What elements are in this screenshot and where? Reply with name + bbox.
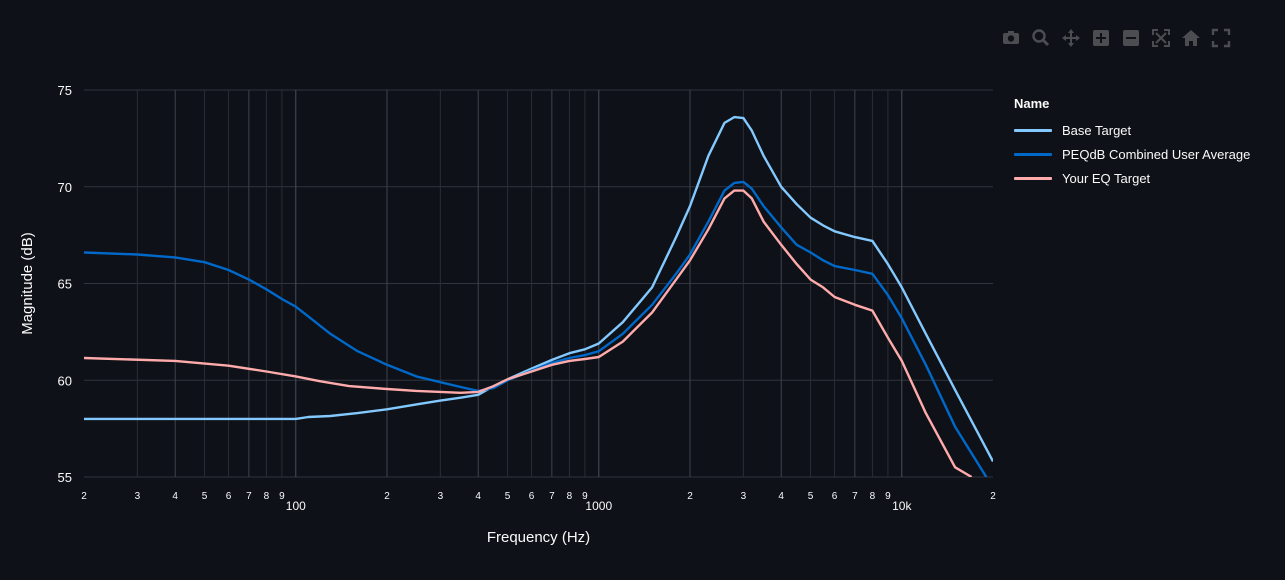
zoom-in-icon — [1093, 30, 1109, 46]
x-minor-tick-label: 2 — [81, 491, 87, 502]
x-minor-tick-label: 5 — [505, 491, 511, 502]
x-minor-tick-label: 3 — [438, 491, 444, 502]
legend-item[interactable]: Your EQ Target — [1014, 166, 1250, 190]
series-line-1[interactable] — [84, 115, 993, 463]
zoom-icon — [1032, 29, 1050, 47]
x-minor-tick-label: 7 — [852, 491, 858, 502]
x-major-tick-label: 10k — [892, 499, 912, 513]
camera-icon — [1003, 31, 1019, 44]
x-minor-tick-label: 8 — [567, 491, 573, 502]
x-minor-tick-label: 7 — [549, 491, 555, 502]
series-line-2[interactable] — [84, 180, 988, 477]
x-minor-tick-label: 4 — [778, 491, 784, 502]
x-minor-tick-label: 7 — [246, 491, 252, 502]
legend-label: Base Target — [1062, 122, 1132, 138]
legend-title: Name — [1014, 96, 1050, 111]
x-major-tick-label: 100 — [286, 499, 306, 513]
pan-button[interactable] — [1056, 26, 1086, 50]
fullscreen-icon — [1211, 28, 1231, 48]
x-minor-tick-label: 9 — [885, 491, 891, 502]
home-icon — [1182, 30, 1200, 46]
y-tick-label: 75 — [58, 83, 72, 98]
y-tick-label: 65 — [58, 277, 72, 292]
pan-icon — [1062, 29, 1080, 47]
x-minor-tick-label: 6 — [226, 491, 232, 502]
zoom-out-button[interactable] — [1116, 26, 1146, 50]
legend-label: PEQdB Combined User Average — [1062, 146, 1251, 162]
x-minor-tick-label: 4 — [475, 491, 481, 502]
x-minor-tick-label: 2 — [384, 491, 390, 502]
zoom-button[interactable] — [1026, 26, 1056, 50]
legend-swatch — [1014, 176, 1052, 180]
y-tick-label: 55 — [58, 470, 72, 485]
x-minor-tick-label: 2 — [990, 491, 996, 502]
x-minor-tick-label: 4 — [172, 491, 178, 502]
modebar — [996, 26, 1236, 50]
y-axis-title: Magnitude (dB) — [19, 232, 36, 335]
autoscale-button[interactable] — [1146, 26, 1176, 50]
legend-label: Your EQ Target — [1062, 170, 1151, 186]
legend: Name Base Target PEQdB Combined User Aver… — [1014, 96, 1250, 190]
legend-item[interactable]: Base Target — [1014, 118, 1250, 142]
x-minor-tick-label: 9 — [279, 491, 285, 502]
reset-axes-button[interactable] — [1176, 26, 1206, 50]
y-tick-label: 70 — [58, 180, 72, 195]
y-tick-label: 60 — [58, 373, 72, 388]
x-minor-tick-label: 2 — [687, 491, 693, 502]
x-minor-tick-label: 8 — [870, 491, 876, 502]
x-minor-tick-label: 6 — [529, 491, 535, 502]
x-major-tick-label: 1000 — [585, 499, 612, 513]
legend-item[interactable]: PEQdB Combined User Average — [1014, 142, 1250, 166]
legend-swatch — [1014, 128, 1052, 132]
fullscreen-button[interactable] — [1206, 26, 1236, 50]
x-axis-title: Frequency (Hz) — [487, 529, 590, 546]
x-minor-tick-label: 8 — [264, 491, 270, 502]
zoom-in-button[interactable] — [1086, 26, 1116, 50]
x-minor-tick-label: 3 — [135, 491, 141, 502]
zoom-out-icon — [1123, 30, 1139, 46]
legend-swatch — [1014, 152, 1052, 156]
autoscale-icon — [1152, 29, 1170, 47]
x-minor-tick-label: 5 — [808, 491, 814, 502]
x-minor-tick-label: 5 — [202, 491, 208, 502]
x-minor-tick-label: 9 — [582, 491, 588, 502]
x-minor-tick-label: 6 — [832, 491, 838, 502]
x-minor-tick-label: 3 — [741, 491, 747, 502]
download-plot-button[interactable] — [996, 26, 1026, 50]
series-line-3[interactable] — [84, 189, 973, 477]
